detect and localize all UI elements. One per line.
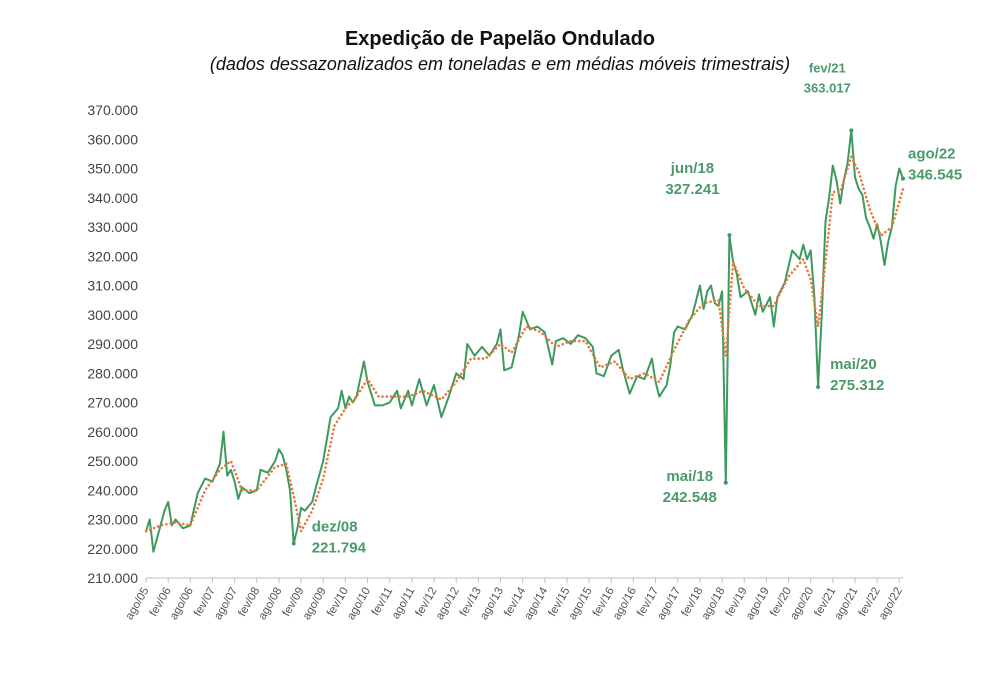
y-tick-label: 330.000 — [87, 219, 138, 235]
x-axis-ticks: ago/05fev/06ago/06fev/07ago/07fev/08ago/… — [124, 578, 905, 622]
y-tick-label: 230.000 — [87, 512, 138, 528]
y-tick-label: 300.000 — [87, 307, 138, 323]
y-tick-label: 360.000 — [87, 131, 138, 147]
y-tick-label: 260.000 — [87, 424, 138, 440]
annotation-point — [901, 176, 905, 181]
moving-average-line — [144, 155, 905, 533]
y-tick-label: 320.000 — [87, 248, 138, 264]
y-tick-label: 340.000 — [87, 190, 138, 206]
annotation-label: mai/18 — [666, 468, 713, 485]
annotation-value: 221.794 — [312, 540, 367, 557]
annotation-point — [816, 384, 821, 389]
annotation-point — [849, 128, 854, 133]
annotation-label: jun/18 — [670, 160, 714, 177]
annotation-value: 275.312 — [830, 377, 884, 394]
y-tick-label: 370.000 — [87, 102, 138, 118]
annotation-label: mai/20 — [830, 356, 877, 373]
series-group — [144, 129, 905, 553]
y-tick-label: 220.000 — [87, 541, 138, 557]
annotation-value: 346.545 — [908, 167, 962, 184]
annotation-label: dez/08 — [312, 519, 358, 536]
y-tick-label: 270.000 — [87, 395, 138, 411]
annotation-label: fev/21 — [809, 60, 846, 75]
x-tick-label: ago/14 — [522, 585, 550, 622]
y-axis-ticks: 210.000 220.000 230.000 240.000 250.000 260.0… — [87, 102, 138, 586]
annotation-point — [727, 233, 732, 238]
y-tick-label: 240.000 — [87, 482, 138, 498]
annotation-value: 363.017 — [804, 80, 851, 95]
y-tick-label: 280.000 — [87, 365, 138, 381]
chart-subtitle: (dados dessazonalizados em toneladas e e… — [209, 54, 791, 74]
y-tick-label: 210.000 — [87, 570, 138, 586]
annotation-label: ago/22 — [908, 146, 956, 163]
y-tick-label: 350.000 — [87, 161, 138, 177]
chart-title-block: Expedição de Papelão Ondulado (dados des… — [0, 26, 1000, 76]
annotations: dez/08 221.794 mai/18 242.548 jun/18 327.241 m… — [291, 60, 962, 557]
annotation-point — [291, 541, 296, 546]
y-tick-label: 310.000 — [87, 278, 138, 294]
annotation-value: 242.548 — [663, 489, 717, 506]
y-tick-label: 250.000 — [87, 453, 138, 469]
annotation-value: 327.241 — [665, 181, 719, 198]
shipment-line — [145, 129, 904, 553]
chart-title: Expedição de Papelão Ondulado — [344, 28, 656, 50]
x-tick-label: ago/05 — [124, 586, 152, 622]
y-tick-label: 290.000 — [87, 336, 138, 352]
annotation-point — [723, 480, 728, 485]
